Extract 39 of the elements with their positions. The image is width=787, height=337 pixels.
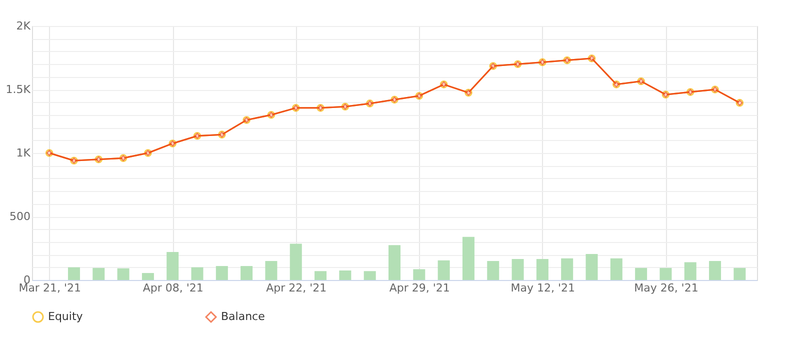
bar xyxy=(586,254,598,280)
bar xyxy=(117,268,130,280)
y-tick-label: 1.5K xyxy=(6,83,32,96)
x-tick-label: Apr 29, '21 xyxy=(389,282,450,294)
bar xyxy=(413,269,426,280)
y-tick-label: 500 xyxy=(10,210,30,223)
x-tick-label: Apr 22, '21 xyxy=(266,282,327,294)
legend-label: Balance xyxy=(221,310,266,323)
x-tick-label: May 12, '21 xyxy=(510,282,576,294)
bar xyxy=(512,259,524,280)
bar xyxy=(290,244,302,280)
bar xyxy=(462,236,474,280)
bar xyxy=(438,260,450,280)
x-tick-label: May 26, '21 xyxy=(634,282,698,294)
bar xyxy=(216,266,228,280)
bar xyxy=(240,266,253,280)
bar xyxy=(734,268,746,280)
bar xyxy=(709,260,722,280)
bar xyxy=(487,260,500,280)
bar xyxy=(536,259,548,280)
bar xyxy=(610,258,622,280)
bar xyxy=(364,271,376,280)
bar xyxy=(314,271,327,280)
bar xyxy=(635,268,648,280)
bar xyxy=(684,262,696,280)
bar xyxy=(166,252,179,280)
legend-label: Equity xyxy=(48,310,84,323)
bar xyxy=(92,268,105,280)
bar xyxy=(191,267,204,280)
y-tick-label: 1K xyxy=(16,146,32,160)
x-tick-label: Apr 08, '21 xyxy=(142,282,204,294)
bar xyxy=(68,267,80,280)
y-tick-label: 2K xyxy=(16,20,32,32)
bar xyxy=(339,270,352,280)
bar xyxy=(265,260,278,280)
bar xyxy=(561,258,574,280)
bar xyxy=(388,245,400,280)
bar xyxy=(660,268,672,280)
bar xyxy=(142,273,154,280)
